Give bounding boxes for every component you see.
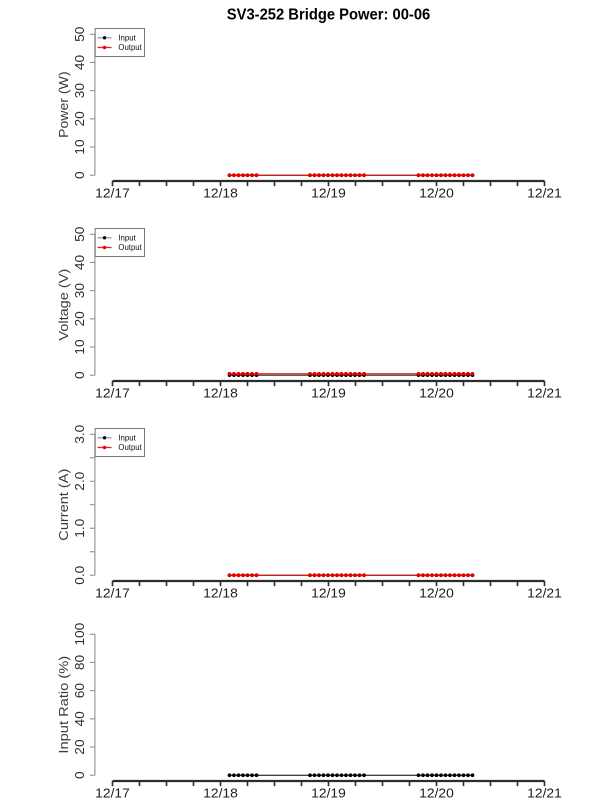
- svg-text:12/20: 12/20: [419, 187, 454, 201]
- svg-text:50: 50: [73, 227, 87, 242]
- svg-text:Input: Input: [118, 433, 136, 442]
- svg-text:12/18: 12/18: [203, 387, 238, 401]
- svg-text:12/19: 12/19: [311, 587, 346, 601]
- svg-text:Output: Output: [118, 43, 142, 52]
- svg-text:12/20: 12/20: [419, 787, 454, 800]
- svg-text:40: 40: [73, 55, 87, 70]
- svg-text:12/21: 12/21: [527, 587, 562, 601]
- svg-text:SV3-252 Bridge Power: 00-06: SV3-252 Bridge Power: 00-06: [227, 7, 431, 24]
- svg-text:40: 40: [73, 711, 87, 726]
- svg-text:2.0: 2.0: [73, 472, 87, 491]
- svg-text:Input: Input: [118, 33, 136, 42]
- svg-text:1.0: 1.0: [73, 519, 87, 538]
- svg-text:Input Ratio (%): Input Ratio (%): [56, 656, 71, 754]
- svg-text:80: 80: [73, 655, 87, 670]
- svg-text:20: 20: [73, 311, 87, 326]
- svg-text:12/18: 12/18: [203, 187, 238, 201]
- svg-text:0: 0: [73, 371, 87, 379]
- svg-text:12/17: 12/17: [95, 587, 130, 601]
- svg-text:12/17: 12/17: [95, 387, 130, 401]
- svg-text:12/19: 12/19: [311, 787, 346, 800]
- svg-text:0.0: 0.0: [73, 566, 87, 585]
- svg-text:12/21: 12/21: [527, 787, 562, 800]
- svg-text:60: 60: [73, 683, 87, 698]
- svg-text:12/19: 12/19: [311, 187, 346, 201]
- svg-text:100: 100: [73, 623, 87, 646]
- svg-text:12/20: 12/20: [419, 587, 454, 601]
- svg-text:50: 50: [73, 27, 87, 42]
- svg-text:0: 0: [73, 771, 87, 779]
- svg-text:12/18: 12/18: [203, 587, 238, 601]
- svg-text:12/21: 12/21: [527, 187, 562, 201]
- svg-text:Input: Input: [118, 233, 136, 242]
- svg-text:12/17: 12/17: [95, 787, 130, 800]
- svg-text:Power (W): Power (W): [56, 72, 71, 138]
- svg-text:40: 40: [73, 255, 87, 270]
- svg-text:Current (A): Current (A): [56, 469, 71, 541]
- svg-text:12/18: 12/18: [203, 787, 238, 800]
- svg-text:12/20: 12/20: [419, 387, 454, 401]
- svg-text:Output: Output: [118, 443, 142, 452]
- svg-text:20: 20: [73, 111, 87, 126]
- svg-text:12/19: 12/19: [311, 387, 346, 401]
- svg-text:30: 30: [73, 83, 87, 98]
- svg-text:Voltage (V): Voltage (V): [56, 269, 71, 341]
- svg-text:Output: Output: [118, 243, 142, 252]
- svg-text:30: 30: [73, 283, 87, 298]
- svg-text:12/21: 12/21: [527, 387, 562, 401]
- svg-text:20: 20: [73, 739, 87, 754]
- svg-text:10: 10: [73, 339, 87, 354]
- svg-text:0: 0: [73, 171, 87, 179]
- svg-text:10: 10: [73, 139, 87, 154]
- svg-text:12/17: 12/17: [95, 187, 130, 201]
- svg-text:3.0: 3.0: [73, 425, 87, 444]
